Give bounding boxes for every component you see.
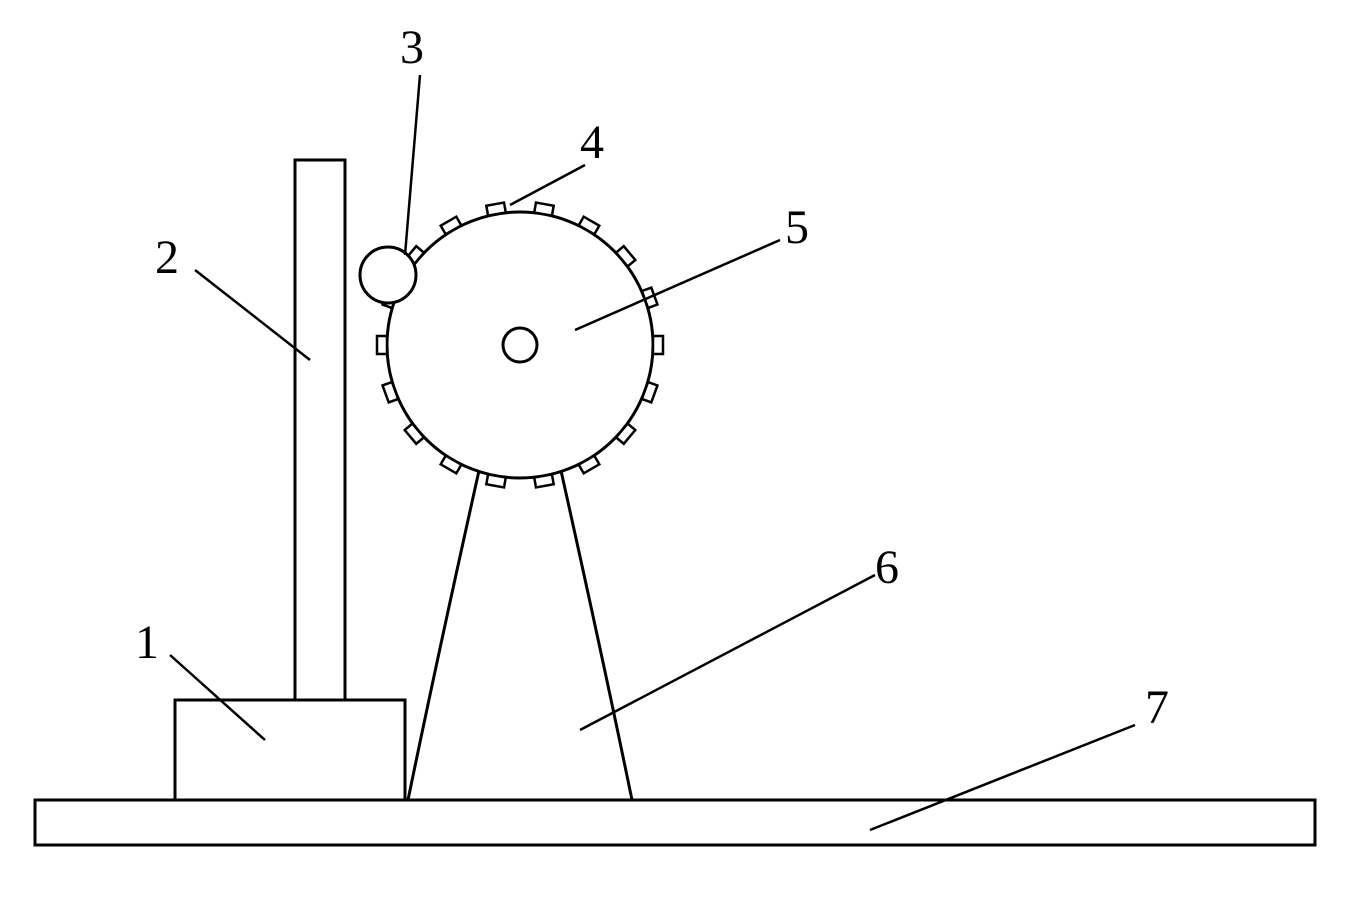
leader-4	[510, 165, 585, 205]
tooth	[653, 336, 663, 354]
tooth	[377, 336, 387, 354]
leader-2	[195, 270, 310, 360]
leader-6	[580, 575, 875, 730]
part-post	[295, 160, 345, 700]
tooth	[486, 474, 505, 487]
part-box	[175, 700, 405, 800]
diagram-container: 1 2 3 4 5 6 7	[0, 0, 1350, 913]
label-7: 7	[1145, 680, 1169, 735]
part-small-circle	[360, 247, 416, 303]
tooth	[534, 203, 553, 216]
tooth	[534, 474, 553, 487]
label-1: 1	[135, 615, 159, 670]
leader-7	[870, 725, 1135, 830]
leader-3	[405, 75, 420, 255]
part-axle	[503, 328, 537, 362]
label-3: 3	[400, 20, 424, 75]
schematic-svg	[0, 0, 1350, 913]
part-base-rail	[35, 800, 1315, 845]
label-2: 2	[155, 230, 179, 285]
label-5: 5	[785, 200, 809, 255]
label-6: 6	[875, 540, 899, 595]
label-4: 4	[580, 115, 604, 170]
tooth	[486, 203, 505, 216]
